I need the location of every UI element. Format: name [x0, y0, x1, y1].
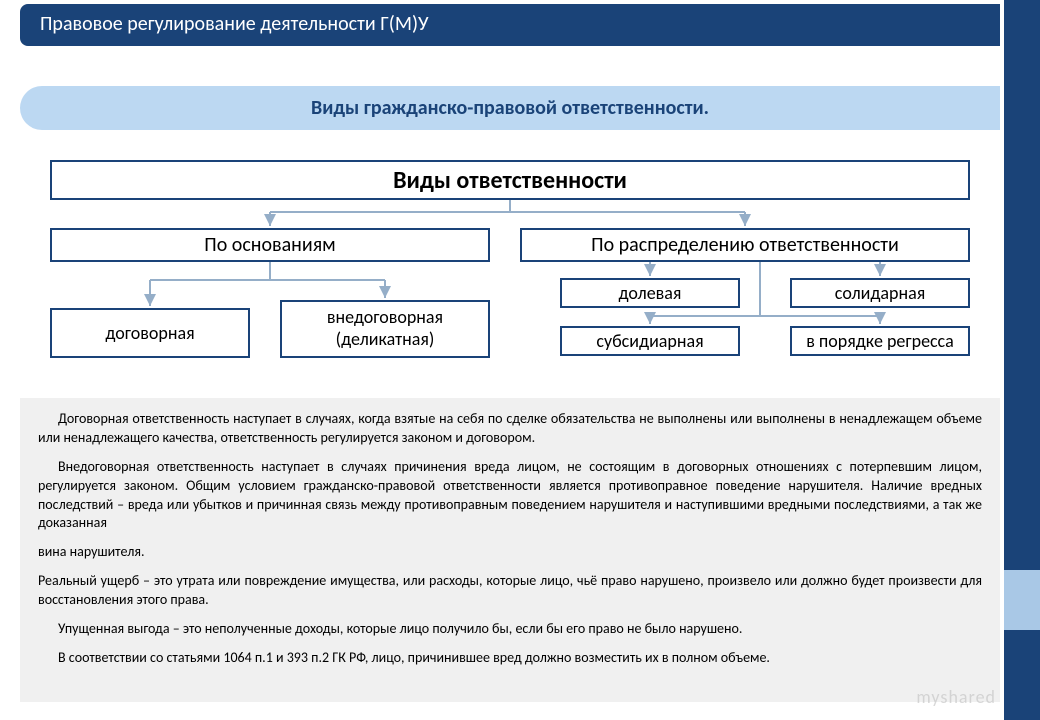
- node-regress: в порядке регресса: [790, 326, 970, 356]
- header-title: Правовое регулирование деятельности Г(М)…: [40, 12, 429, 36]
- para-5: Упущенная выгода – это неполученные дохо…: [38, 620, 982, 639]
- para-6: В соответствии со статьями 1064 п.1 и 39…: [38, 649, 982, 668]
- watermark: myshared: [916, 686, 996, 708]
- slide-header: Правовое регулирование деятельности Г(М)…: [20, 4, 1000, 46]
- node-root: Виды ответственности: [50, 160, 970, 200]
- right-accent-light: [1004, 570, 1040, 630]
- node-share: долевая: [560, 278, 740, 308]
- node-contractual: договорная: [50, 308, 250, 358]
- para-3: вина нарушителя.: [38, 543, 982, 562]
- node-branch-distribution: По распределению ответственности: [520, 228, 970, 262]
- para-2: Внедоговорная ответственность наступает …: [38, 458, 982, 534]
- node-branch-basis: По основаниям: [50, 228, 490, 262]
- node-non-contractual: внедоговорная (деликатная): [280, 300, 490, 358]
- node-solidary: солидарная: [790, 278, 970, 308]
- para-4: Реальный ущерб – это утрата или поврежде…: [38, 572, 982, 610]
- para-1: Договорная ответственность наступает в с…: [38, 410, 982, 448]
- node-subsidiary: субсидиарная: [560, 326, 740, 356]
- explanation-block: Договорная ответственность наступает в с…: [20, 398, 1000, 702]
- slide-subtitle: Виды гражданско-правовой ответственности…: [20, 86, 1000, 130]
- tree-diagram: Виды ответственности По основаниям По ра…: [20, 160, 1000, 380]
